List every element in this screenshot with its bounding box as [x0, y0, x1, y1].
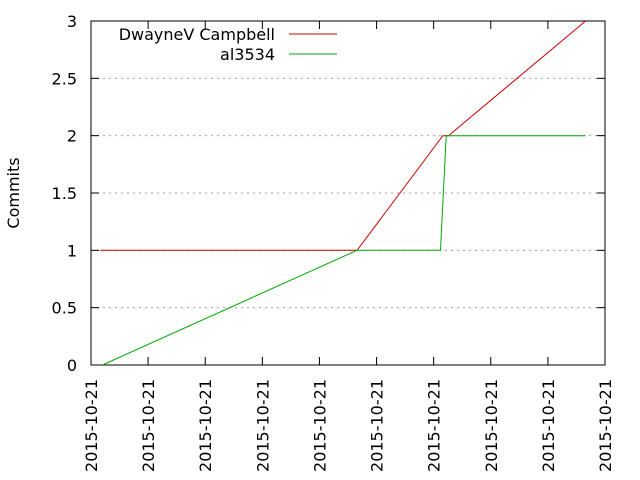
series-line-0	[100, 20, 586, 251]
series-line-1	[102, 135, 586, 366]
y-axis-title: Commits	[4, 157, 23, 228]
y-tick-label: 1	[67, 241, 77, 260]
y-tick-label: 2.5	[52, 69, 77, 88]
y-tick-label: 3	[67, 12, 77, 31]
x-tick-label: 2015-10-21	[368, 379, 387, 472]
legend-label-1: al3534	[220, 45, 275, 64]
y-tick-label: 0.5	[52, 299, 77, 318]
tick-marks	[90, 20, 606, 366]
plot-frame	[90, 20, 606, 366]
series-lines	[100, 20, 586, 366]
y-tick-label: 0	[67, 356, 77, 375]
x-tick-label: 2015-10-21	[196, 379, 215, 472]
y-tick-label: 1.5	[52, 184, 77, 203]
x-tick-label: 2015-10-21	[482, 379, 501, 472]
x-tick-labels: 2015-10-21 2015-10-21 2015-10-21 2015-10-21…	[82, 379, 615, 472]
x-tick-label: 2015-10-21	[425, 379, 444, 472]
x-tick-label: 2015-10-21	[139, 379, 158, 472]
x-tick-label: 2015-10-21	[253, 379, 272, 472]
x-tick-label: 2015-10-21	[82, 379, 101, 472]
x-tick-label: 2015-10-21	[596, 379, 615, 472]
y-tick-labels: 0 0.5 1 1.5 2 2.5 3	[52, 12, 77, 375]
y-tick-label: 2	[67, 127, 77, 146]
legend-label-0: DwayneV Campbell	[119, 25, 275, 44]
x-tick-label: 2015-10-21	[310, 379, 329, 472]
x-tick-label: 2015-10-21	[539, 379, 558, 472]
grid-lines	[91, 77, 605, 309]
